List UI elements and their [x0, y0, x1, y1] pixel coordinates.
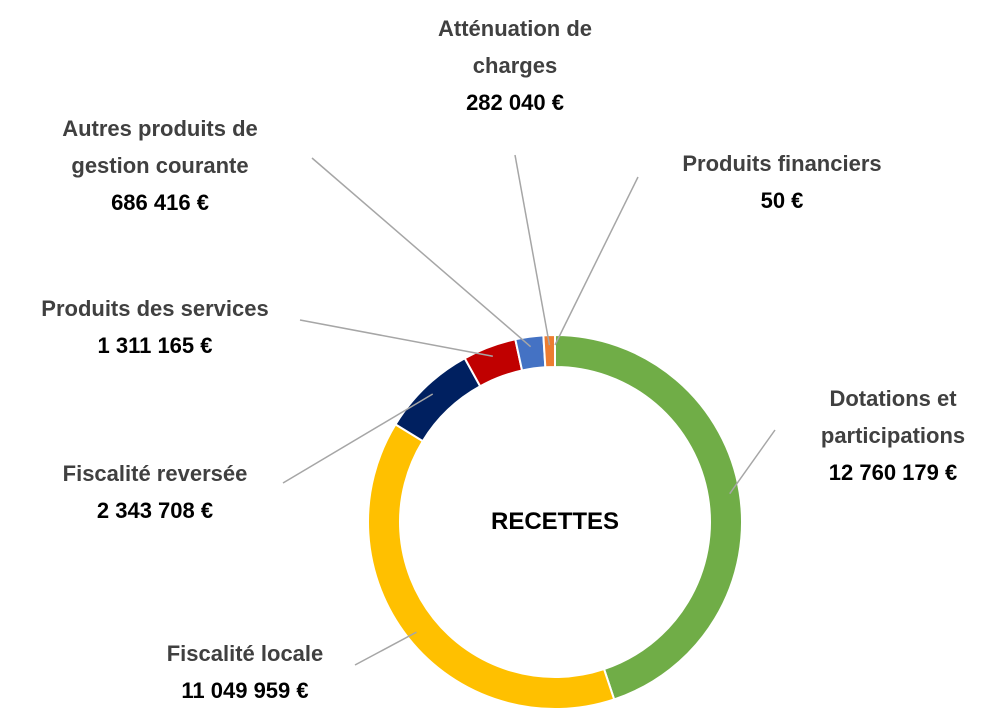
category-label: Atténuation de charges	[438, 16, 592, 78]
leader-line	[282, 393, 434, 484]
category-label: Fiscalité locale	[166, 641, 324, 666]
value-label: 50 €	[760, 188, 804, 213]
category-label: Produits des services	[41, 296, 269, 321]
data-label: Produits des services 1 311 165 €	[41, 290, 268, 364]
category-label: Dotations et participations	[820, 386, 966, 448]
donut-slice	[394, 356, 482, 443]
data-label: Autres produits de gestion courante 686 4…	[35, 110, 285, 221]
leader-line	[514, 154, 551, 346]
data-label: Produits financiers 50 €	[682, 145, 881, 219]
data-label: Atténuation de charges 282 040 €	[425, 10, 605, 121]
value-label: 282 040 €	[466, 90, 564, 115]
category-label: Fiscalité reversée	[62, 461, 248, 486]
leader-line	[554, 176, 639, 346]
value-label: 12 760 179 €	[828, 460, 958, 485]
leader-line	[354, 631, 417, 666]
leader-line	[729, 429, 776, 495]
value-label: 686 416 €	[111, 190, 209, 215]
data-label: Fiscalité locale 11 049 959 €	[167, 635, 324, 709]
data-label: Fiscalité reversée 2 343 708 €	[63, 455, 248, 529]
category-label: Produits financiers	[682, 151, 882, 176]
data-label: Dotations et participations 12 760 179 €	[798, 380, 985, 491]
category-label: Autres produits de gestion courante	[62, 116, 258, 178]
center-label: RECETTES	[490, 508, 620, 535]
value-label: 11 049 959 €	[181, 678, 309, 703]
value-label: 2 343 708 €	[96, 498, 214, 523]
donut-slice	[367, 423, 616, 710]
leader-line	[311, 157, 532, 348]
leader-line	[299, 319, 493, 358]
value-label: 1 311 165 €	[97, 333, 213, 358]
